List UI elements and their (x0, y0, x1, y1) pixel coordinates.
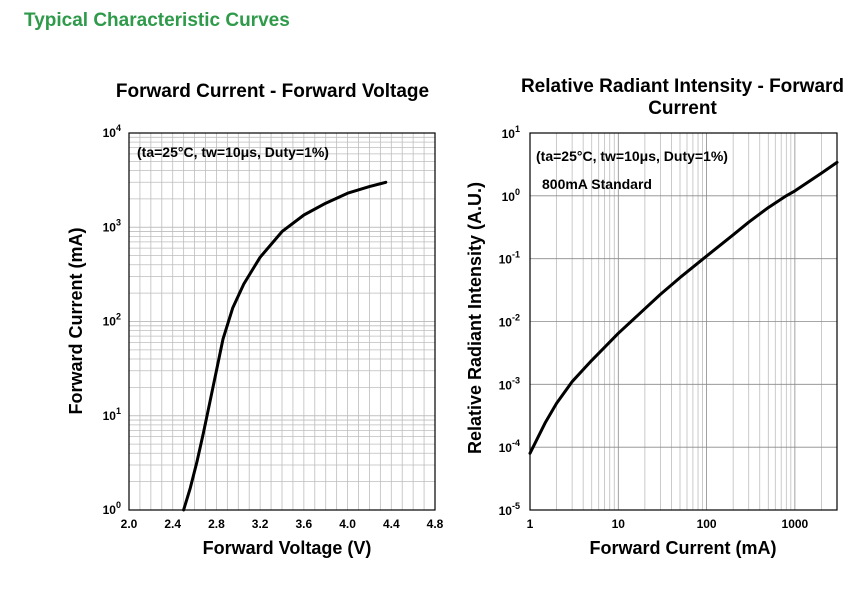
chart2-x-tick-label: 10 (612, 517, 626, 531)
chart1-x-tick-label: 4.8 (427, 517, 444, 531)
chart1-x-tick-label: 2.0 (121, 517, 138, 531)
chart1-x-tick-label: 2.8 (208, 517, 225, 531)
chart2-y-tick-label: 10-1 (499, 250, 520, 267)
chart1-x-tick-label: 3.6 (296, 517, 313, 531)
chart1-x-tick-label: 3.2 (252, 517, 269, 531)
chart2-y-tick-label: 10-4 (499, 438, 520, 455)
chart2-y-tick-label: 10-3 (499, 375, 520, 392)
chart1-y-tick-label: 102 (103, 312, 121, 329)
chart1-y-tick-label: 101 (103, 406, 121, 423)
chart1-x-tick-label: 4.0 (339, 517, 356, 531)
chart2-y-tick-label: 101 (502, 124, 520, 141)
chart2-y-tick-label: 10-5 (499, 501, 520, 518)
chart2-plot-frame (529, 132, 838, 511)
chart1-y-tick-label: 104 (103, 123, 121, 140)
chart2-series-line (528, 160, 839, 455)
chart1-title: Forward Current - Forward Voltage (115, 81, 430, 102)
chart1-x-tick-label: 2.4 (164, 517, 181, 531)
chart2-annotation-standard: 800mA Standard (542, 176, 652, 192)
chart1-y-tick-label: 103 (103, 217, 121, 234)
chart1-x-axis-label: Forward Voltage (V) (203, 538, 372, 558)
chart1-plot-frame (128, 132, 436, 511)
chart2-x-axis-label: Forward Current (mA) (589, 538, 776, 558)
chart1-annotation: (ta=25°C, tw=10μs, Duty=1%) (137, 144, 329, 160)
chart2-x-tick-label: 1 (527, 517, 534, 531)
chart2-x-tick-label: 100 (697, 517, 717, 531)
chart1-series-line (182, 180, 388, 512)
chart2-x-tick-label: 1000 (782, 517, 809, 531)
chart1-y-tick-label: 100 (103, 500, 121, 517)
chart1-y-axis-label: Forward Current (mA) (66, 227, 86, 414)
chart2-annotation: (ta=25°C, tw=10μs, Duty=1%) (536, 148, 728, 164)
chart2-title: Relative Radiant Intensity - Forward Cur… (520, 76, 845, 119)
chart2-y-axis-label: Relative Radiant Intensity (A.U.) (465, 182, 485, 454)
page-heading: Typical Characteristic Curves (24, 10, 290, 31)
chart1-x-tick-label: 4.4 (383, 517, 400, 531)
chart2-y-tick-label: 100 (502, 187, 520, 204)
chart2-y-tick-label: 10-2 (499, 313, 520, 330)
